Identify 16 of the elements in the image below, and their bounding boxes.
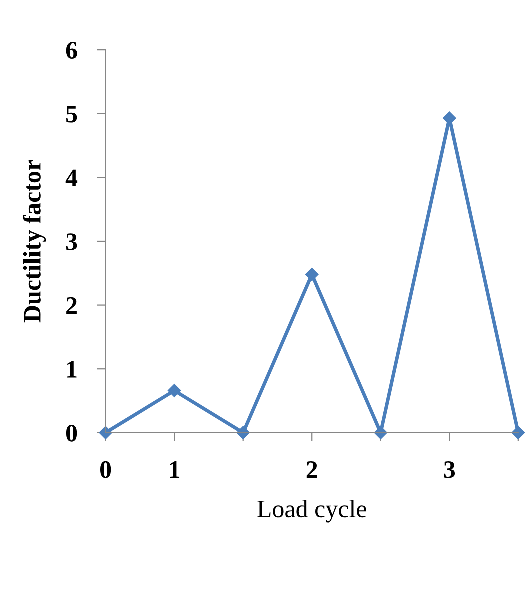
- y-tick-label: 1: [68, 361, 77, 378]
- y-tick-label: 3: [66, 234, 78, 250]
- point: [306, 268, 319, 282]
- y-tick-label: 0: [66, 424, 78, 442]
- y-tick-label: 6: [66, 42, 78, 59]
- x-tick-label: 1: [170, 462, 180, 478]
- y-axis-title: Ductility factor: [23, 160, 46, 323]
- point: [168, 384, 182, 398]
- x-tick-label: 0: [100, 461, 112, 478]
- x-tick-label: 3: [444, 461, 456, 478]
- y-tick-label: 4: [66, 170, 78, 186]
- y-tick-label: 5: [66, 106, 78, 123]
- x-axis-title: Load cycle: [258, 500, 366, 523]
- x-tick-label: 2: [306, 461, 318, 478]
- y-tick-label: 2: [66, 297, 77, 314]
- point: [443, 112, 456, 125]
